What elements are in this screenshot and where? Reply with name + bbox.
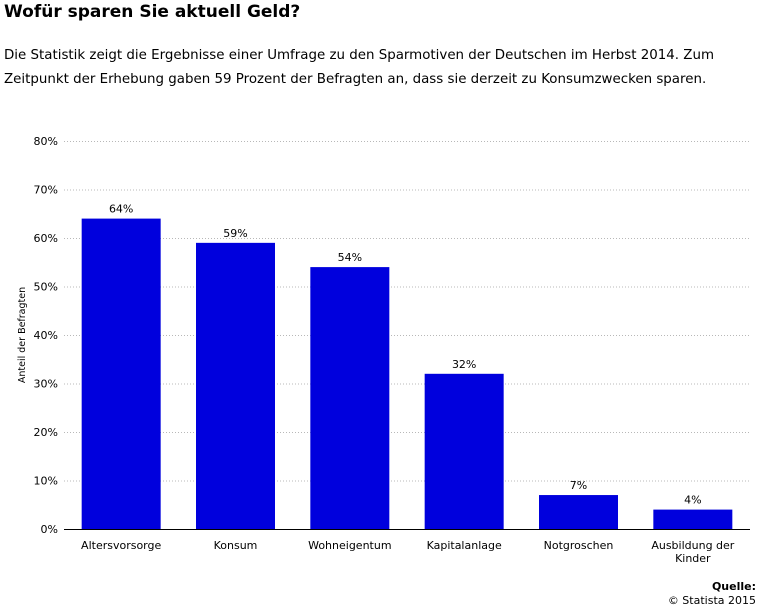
y-tick-label: 0% bbox=[41, 523, 58, 536]
data-label: 7% bbox=[570, 479, 587, 492]
data-label: 59% bbox=[223, 227, 247, 240]
data-label: 4% bbox=[684, 494, 701, 507]
y-axis-title: Anteil der Befragten bbox=[17, 287, 28, 383]
page-title: Wofür sparen Sie aktuell Geld? bbox=[4, 2, 301, 22]
source-text: © Statista 2015 bbox=[667, 594, 756, 607]
x-tick-label: Ausbildung der bbox=[651, 539, 734, 552]
x-tick-label: Wohneigentum bbox=[308, 539, 391, 552]
chart-description: Die Statistik zeigt die Ergebnisse einer… bbox=[4, 48, 715, 87]
y-tick-label: 40% bbox=[34, 329, 58, 342]
bar bbox=[196, 242, 275, 529]
bar bbox=[539, 495, 618, 529]
x-tick-label: Kinder bbox=[675, 552, 711, 565]
x-tick-label: Konsum bbox=[214, 539, 258, 552]
bar bbox=[310, 267, 390, 529]
x-tick-label: Notgroschen bbox=[544, 539, 614, 552]
data-label: 64% bbox=[109, 203, 133, 216]
source-label: Quelle: bbox=[711, 580, 756, 593]
source-note: Quelle: © Statista 2015 bbox=[668, 580, 756, 608]
x-tick-label: Kapitalanlage bbox=[427, 539, 502, 552]
bar bbox=[424, 373, 504, 529]
y-tick-label: 30% bbox=[34, 378, 58, 391]
y-tick-label: 10% bbox=[34, 475, 58, 488]
y-tick-label: 80% bbox=[34, 135, 58, 148]
x-tick-label: Altersvorsorge bbox=[81, 539, 161, 552]
data-label: 32% bbox=[452, 358, 476, 371]
y-tick-label: 70% bbox=[34, 184, 58, 197]
data-label: 54% bbox=[338, 251, 362, 264]
y-tick-label: 60% bbox=[34, 232, 58, 245]
bar bbox=[81, 218, 161, 529]
y-tick-label: 20% bbox=[34, 426, 58, 439]
y-tick-label: 50% bbox=[34, 281, 58, 294]
bar bbox=[653, 509, 733, 529]
